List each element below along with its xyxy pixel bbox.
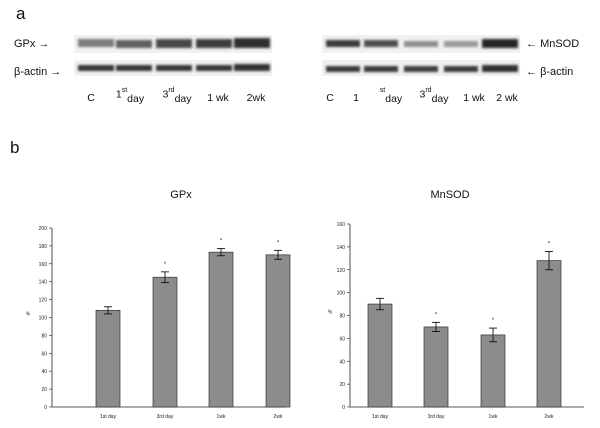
gpx-band — [78, 39, 114, 47]
blot-label-actin-right-text: β-actin — [540, 66, 574, 78]
panel-letter-b: b — [10, 138, 20, 157]
lane-label-right-6: 2 wk — [496, 92, 518, 104]
y-tick-label: 100 — [337, 291, 346, 297]
y-tick-label: 140 — [337, 245, 346, 251]
significance-marker: * — [164, 262, 167, 268]
lane-label-right-1: C — [326, 92, 334, 104]
bar — [265, 254, 291, 408]
mnsod-band — [482, 39, 518, 48]
lane-label-left-1: C — [87, 92, 95, 104]
western-blot-right — [322, 35, 520, 76]
arrow-right-icon: → — [50, 66, 62, 78]
y-tick-label: 200 — [39, 226, 48, 232]
blot-label-actin-left: β-actin → — [14, 66, 61, 78]
y-tick-label: 80 — [339, 314, 345, 320]
actin-band — [156, 65, 192, 71]
actin-band — [196, 65, 232, 71]
arrow-right-icon: → — [38, 38, 50, 50]
y-tick-label: 120 — [39, 298, 48, 304]
bar — [95, 309, 121, 408]
gpx-band — [156, 39, 192, 48]
bar — [152, 276, 178, 408]
chart-title-mnsod: MnSOD — [430, 189, 470, 201]
y-tick-label: 80 — [41, 333, 47, 339]
lane-label-left-4: 1 wk — [207, 92, 229, 104]
x-tick-label: 1wk — [217, 414, 226, 420]
lane-label-left-3: 3rdday — [162, 87, 192, 105]
y-tick-label: 0 — [44, 405, 47, 411]
significance-marker: * — [548, 241, 551, 247]
bar — [423, 326, 449, 408]
mnsod-band — [364, 40, 398, 47]
y-tick-label: 20 — [41, 387, 47, 393]
y-tick-label: 140 — [39, 280, 48, 286]
blot-label-gpx-text: GPx — [14, 38, 36, 50]
x-tick-label: 3rd day — [428, 414, 445, 420]
y-tick-label: 20 — [339, 382, 345, 388]
actin-band — [326, 66, 360, 72]
blot-label-mnsod-text: MnSOD — [540, 38, 580, 50]
x-tick-label: 1st day — [372, 414, 389, 420]
arrow-left-icon: ← — [526, 66, 537, 78]
blot-label-gpx: GPx → — [14, 38, 49, 50]
blot-label-actin-left-text: β-actin — [14, 66, 48, 78]
actin-band — [78, 65, 114, 71]
y-tick-label: 60 — [41, 351, 47, 357]
y-tick-label: 40 — [339, 359, 345, 365]
y-tick-label: 0 — [342, 405, 345, 411]
bar — [367, 303, 393, 408]
actin-band — [364, 66, 398, 72]
gpx-band — [116, 40, 152, 48]
actin-band — [404, 66, 438, 72]
arrow-left-icon: ← — [526, 38, 537, 50]
mnsod-band — [404, 41, 438, 47]
y-axis-label: % — [328, 310, 333, 316]
x-tick-label: 2wk — [274, 414, 283, 420]
bar — [536, 260, 562, 408]
actin-band — [234, 64, 270, 71]
gpx-band — [196, 39, 232, 48]
lane-label-right-4: 3rdday — [419, 87, 449, 105]
actin-band — [482, 65, 518, 72]
lane-label-left-5: 2wk — [246, 92, 266, 104]
y-axis-label: % — [26, 312, 31, 318]
y-tick-label: 60 — [339, 336, 345, 342]
x-tick-label: 3rd day — [157, 414, 174, 420]
bar — [480, 334, 506, 408]
y-tick-label: 180 — [39, 244, 48, 250]
chart-title-gpx: GPx — [170, 189, 192, 201]
lane-label-left-2: 1stday — [115, 87, 145, 105]
blot-label-mnsod: ← MnSOD — [526, 38, 579, 50]
significance-marker: * — [277, 240, 280, 246]
y-tick-label: 160 — [39, 262, 48, 268]
mnsod-band — [326, 40, 360, 47]
x-tick-label: 1wk — [489, 414, 498, 420]
actin-band — [116, 65, 152, 71]
bar — [208, 251, 234, 408]
y-tick-label: 120 — [337, 268, 346, 274]
lane-label-right-2: 1 — [353, 92, 359, 104]
actin-band — [444, 66, 478, 72]
blot-label-actin-right: ← β-actin — [526, 66, 573, 78]
gpx-band — [234, 38, 270, 48]
x-tick-label: 1st day — [100, 414, 117, 420]
western-blot-left — [74, 35, 272, 76]
significance-marker: * — [435, 312, 438, 318]
y-tick-label: 160 — [337, 222, 346, 228]
panel-letter-a: a — [16, 4, 26, 23]
mnsod-band — [444, 41, 478, 47]
lane-label-right-3: stday — [379, 87, 403, 105]
significance-marker: * — [492, 318, 495, 324]
lane-label-right-5: 1 wk — [463, 92, 485, 104]
y-tick-label: 100 — [39, 316, 48, 322]
x-tick-label: 2wk — [545, 414, 554, 420]
y-tick-label: 40 — [41, 369, 47, 375]
significance-marker: * — [220, 239, 223, 245]
